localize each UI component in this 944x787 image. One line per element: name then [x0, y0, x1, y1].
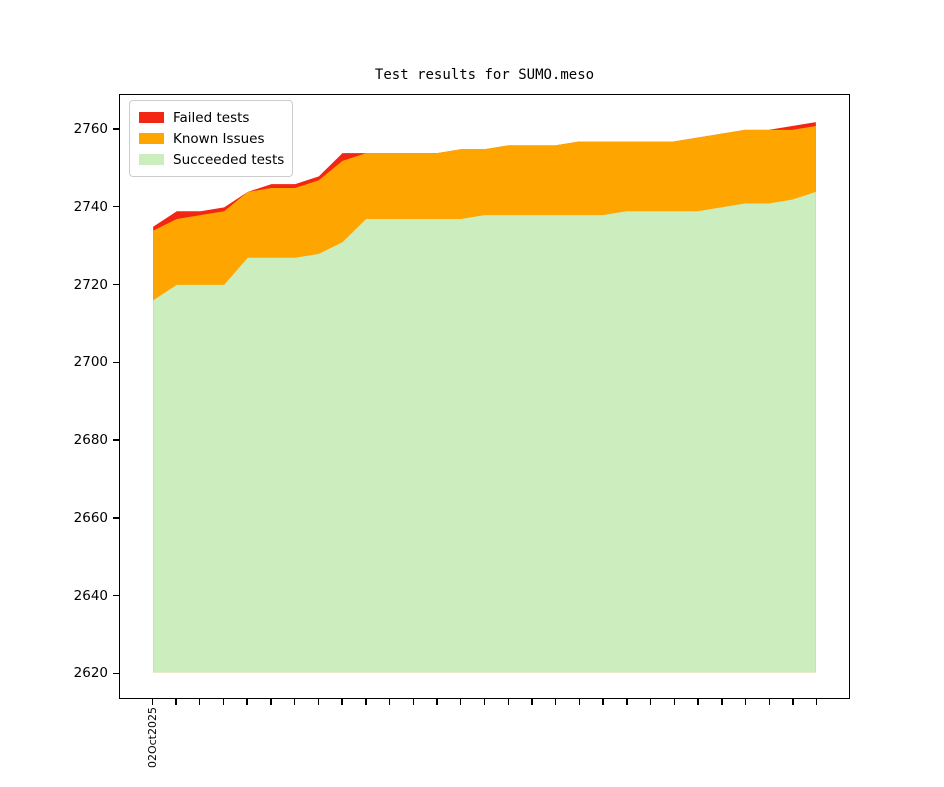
x-axis-date-label: 02Oct2025: [146, 707, 159, 769]
x-tick-mark: [673, 699, 676, 705]
x-tick-mark: [768, 699, 770, 705]
legend-item: Succeeded tests: [139, 149, 292, 170]
x-tick-mark: [721, 699, 723, 705]
y-tick-label: 2720: [73, 276, 108, 293]
x-tick-mark: [602, 699, 604, 705]
x-tick-mark: [744, 699, 747, 705]
legend-swatch-icon: [139, 133, 164, 144]
legend-label: Known Issues: [173, 130, 265, 147]
x-tick-mark: [293, 699, 296, 705]
x-tick-mark: [175, 699, 177, 705]
x-tick-mark: [816, 699, 818, 705]
legend-label: Succeeded tests: [173, 151, 285, 168]
y-tick-label: 2760: [73, 120, 108, 137]
x-tick-mark: [507, 699, 509, 705]
x-tick-mark: [649, 699, 652, 705]
plot-area: [119, 94, 850, 699]
y-tick-label: 2660: [73, 509, 108, 526]
x-tick-mark: [460, 699, 462, 705]
legend-item: Failed tests: [139, 107, 292, 128]
x-tick-mark: [317, 699, 320, 705]
legend-item: Known Issues: [139, 128, 292, 149]
x-tick-mark: [246, 699, 248, 705]
x-tick-mark: [365, 699, 367, 705]
succeeded-tests-area: [153, 191, 816, 673]
y-tick-label: 2740: [73, 198, 108, 215]
legend-swatch-icon: [139, 112, 164, 123]
y-tick-label: 2620: [73, 665, 108, 682]
legend-label: Failed tests: [173, 109, 250, 126]
x-tick-mark: [626, 699, 628, 705]
chart-title: Test results for SUMO.meso: [374, 67, 595, 83]
x-tick-mark: [531, 699, 533, 705]
x-tick-mark: [483, 699, 486, 705]
legend: Failed tests Known Issues Succeeded tests: [129, 100, 293, 177]
x-tick-mark: [792, 699, 794, 705]
x-tick-mark: [697, 699, 699, 705]
stacked-area-chart: [153, 122, 816, 673]
x-tick-mark: [270, 699, 272, 705]
y-tick-label: 2700: [73, 354, 108, 371]
x-tick-mark: [388, 699, 391, 705]
legend-swatch-icon: [139, 154, 164, 165]
x-tick-mark: [151, 699, 153, 705]
y-tick-mark: [113, 594, 119, 597]
x-tick-mark: [222, 699, 225, 705]
x-tick-mark: [198, 699, 201, 705]
x-tick-mark: [555, 699, 557, 705]
y-tick-label: 2680: [73, 432, 108, 449]
y-tick-mark: [113, 206, 119, 208]
x-tick-mark: [436, 699, 438, 705]
x-tick-mark: [341, 699, 343, 705]
y-tick-mark: [113, 439, 119, 441]
y-tick-mark: [113, 128, 119, 130]
x-tick-mark: [412, 699, 414, 705]
y-tick-mark: [113, 361, 119, 363]
y-tick-mark: [113, 672, 119, 675]
y-tick-mark: [113, 283, 119, 286]
x-tick-mark: [578, 699, 581, 705]
y-tick-label: 2640: [73, 587, 108, 604]
y-tick-mark: [113, 517, 119, 519]
